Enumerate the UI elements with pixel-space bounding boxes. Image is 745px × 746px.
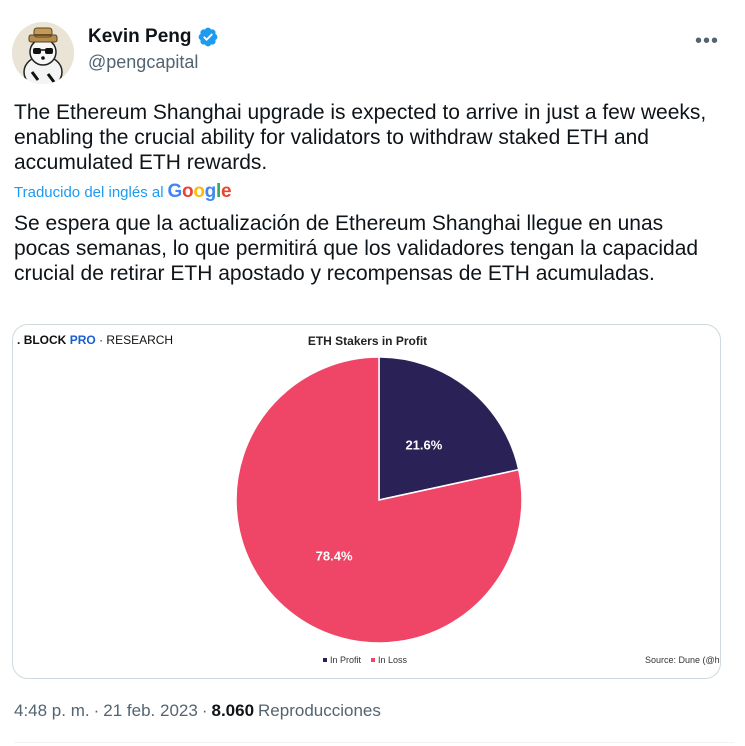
chart-source: Source: Dune (@hi [645, 655, 721, 665]
chart-legend: In Profit In Loss [323, 655, 407, 665]
legend-swatch-in-profit [323, 658, 327, 662]
pie-label-in-profit: 21.6% [405, 437, 442, 452]
pie-slice-in-profit [378, 356, 520, 501]
pie-chart: 21.6% 78.4% [235, 356, 523, 644]
author-handle[interactable]: @pengcapital [88, 52, 199, 72]
translated-from-label[interactable]: Traducido del inglés al Google [14, 181, 232, 203]
meta-separator: · [93, 701, 100, 720]
legend-label-in-loss: In Loss [378, 655, 408, 665]
author-name-row[interactable]: Kevin Peng [88, 26, 219, 48]
chart-brand: . BLOCK PRO · RESEARCH [17, 333, 174, 347]
tweet-meta: 4:48 p. m. · 21 feb. 2023 · 8.060 Reprod… [14, 701, 381, 721]
chart-title: ETH Stakers in Profit [307, 334, 428, 348]
legend-label-in-profit: In Profit [330, 655, 362, 665]
google-logo-icon: Google [167, 181, 232, 202]
divider [14, 742, 734, 743]
tweet-time[interactable]: 4:48 p. m. [14, 701, 90, 720]
translated-text: Se espera que la actualización de Ethere… [14, 212, 699, 285]
display-name[interactable]: Kevin Peng [88, 26, 192, 47]
avatar[interactable] [12, 22, 74, 84]
tweet-text: The Ethereum Shanghai upgrade is expecte… [14, 101, 707, 174]
media-card[interactable]: . BLOCK PRO · RESEARCH ETH Stakers in Pr… [12, 324, 721, 679]
pie-slice-in-loss [235, 356, 523, 644]
brand-block: BLOCK [23, 333, 67, 347]
verified-badge-icon [199, 27, 218, 47]
tweet-date[interactable]: 21 feb. 2023 [103, 701, 198, 720]
legend-swatch-in-loss [371, 658, 376, 662]
views-count: 8.060 [211, 701, 255, 720]
panda-avatar-icon [12, 22, 74, 84]
translated-label-text: Traducido del inglés al [14, 183, 164, 201]
legend-item-in-loss: In Loss [371, 655, 407, 665]
more-options-icon[interactable]: ••• [694, 30, 719, 52]
brand-pro: PRO [69, 333, 96, 347]
meta-separator: · [201, 701, 208, 720]
brand-research: RESEARCH [106, 333, 174, 347]
legend-item-in-profit: In Profit [323, 655, 361, 665]
views-label: Reproducciones [258, 701, 381, 720]
pie-label-in-loss: 78.4% [316, 549, 353, 564]
